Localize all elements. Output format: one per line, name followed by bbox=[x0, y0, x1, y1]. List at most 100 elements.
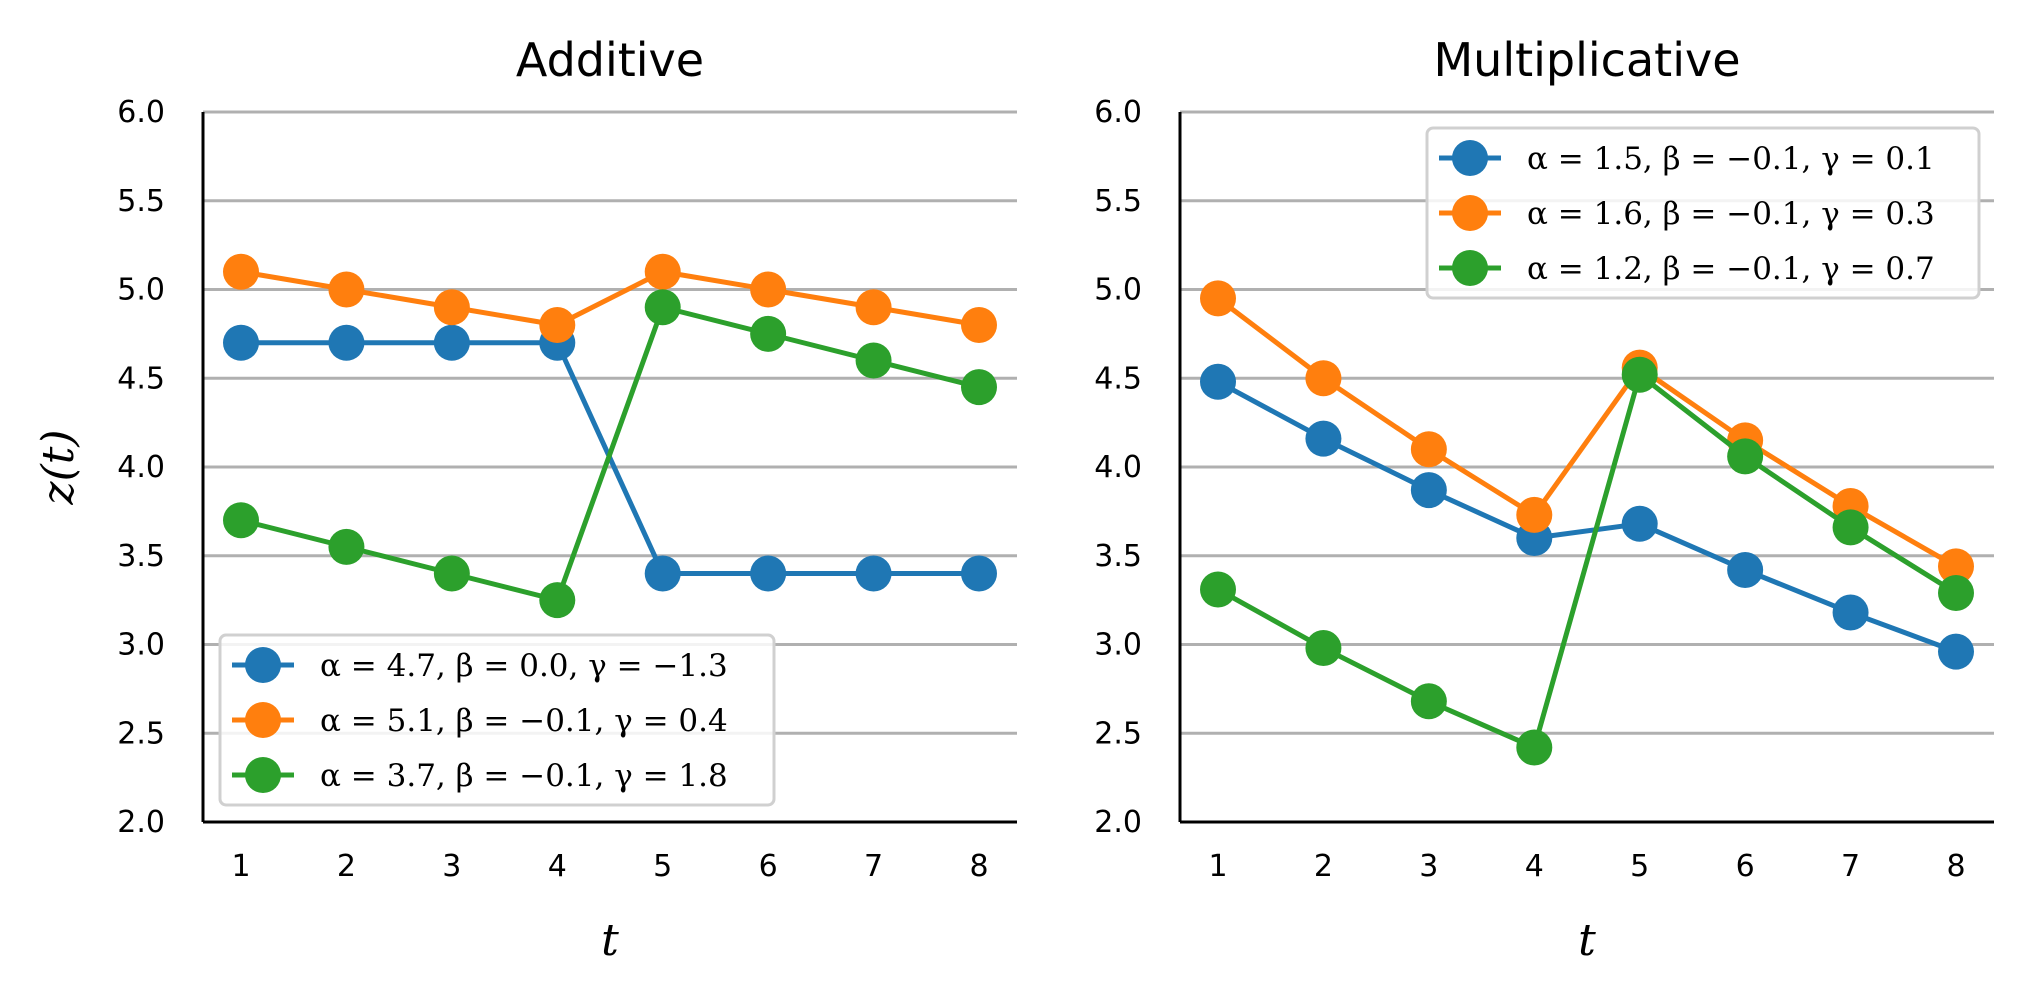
data-point bbox=[1200, 363, 1236, 400]
legend: α = 4.7, β = 0.0, γ = −1.3 α = 5.1, β = −… bbox=[218, 633, 776, 807]
data-point bbox=[1200, 571, 1236, 608]
series-2 bbox=[223, 253, 997, 343]
data-point bbox=[223, 324, 259, 361]
data-point bbox=[1516, 729, 1553, 766]
data-point bbox=[750, 271, 787, 308]
x-tick-label: 2 bbox=[1314, 849, 1333, 884]
data-point bbox=[961, 555, 997, 592]
y-tick-label: 2.5 bbox=[117, 716, 165, 751]
y-tick-label: 4.5 bbox=[117, 361, 165, 396]
data-point bbox=[1410, 431, 1447, 468]
legend-frame bbox=[218, 633, 776, 807]
legend-marker bbox=[1452, 250, 1488, 286]
data-point bbox=[750, 555, 787, 592]
y-tick-label: 3.5 bbox=[1094, 539, 1142, 574]
y-tick-label: 2.0 bbox=[117, 805, 165, 840]
legend-entry: α = 3.7, β = −0.1, γ = 1.8 bbox=[232, 757, 728, 794]
data-point bbox=[433, 289, 470, 326]
x-tick-label: 5 bbox=[1630, 849, 1649, 884]
y-tick-label: 5.5 bbox=[117, 184, 165, 219]
x-tick-label: 2 bbox=[337, 849, 356, 884]
y-tick-label: 6.0 bbox=[1094, 95, 1142, 130]
x-tick-label: 1 bbox=[231, 849, 250, 884]
legend-label: α = 1.6, β = −0.1, γ = 0.3 bbox=[1527, 196, 1935, 232]
data-point bbox=[539, 307, 576, 343]
data-point bbox=[961, 369, 997, 406]
chart-title: Additive bbox=[516, 33, 704, 87]
data-point bbox=[855, 555, 892, 592]
data-point bbox=[644, 555, 681, 592]
data-point bbox=[1200, 280, 1236, 317]
data-point bbox=[1832, 594, 1869, 631]
y-tick-label: 2.5 bbox=[1094, 716, 1142, 751]
legend-label: α = 4.7, β = 0.0, γ = −1.3 bbox=[320, 648, 728, 684]
series-line bbox=[1216, 296, 1958, 569]
x-tick-label: 6 bbox=[1736, 849, 1755, 884]
series-3 bbox=[1200, 356, 1974, 766]
x-tick-label: 8 bbox=[1946, 849, 1965, 884]
y-tick-label: 5.5 bbox=[1094, 184, 1142, 219]
y-tick-label: 2.0 bbox=[1094, 805, 1142, 840]
data-point bbox=[961, 307, 997, 343]
panel-1: 2.0 2.5 3.0 3.5 4.0 4.5 5.0 5.5 6.0 1 2 3 4 5 6 7 8 Addit… bbox=[33, 33, 1017, 966]
data-point bbox=[1727, 551, 1764, 588]
x-tick-label: 8 bbox=[969, 849, 988, 884]
y-tick-label: 4.5 bbox=[1094, 361, 1142, 396]
x-tick-label: 7 bbox=[1841, 849, 1860, 884]
series-line bbox=[240, 304, 980, 603]
y-tick-label: 6.0 bbox=[117, 95, 165, 130]
data-point bbox=[223, 253, 259, 290]
data-point bbox=[1938, 633, 1974, 670]
x-axis-label: t bbox=[1578, 915, 1596, 966]
data-point bbox=[1305, 360, 1342, 397]
data-point bbox=[328, 271, 365, 308]
data-point bbox=[644, 289, 681, 326]
data-point bbox=[1410, 683, 1447, 720]
series-3 bbox=[223, 289, 997, 619]
x-tick-label: 6 bbox=[759, 849, 778, 884]
data-point bbox=[1621, 356, 1658, 393]
data-point bbox=[855, 342, 892, 379]
y-tick-label: 5.0 bbox=[117, 273, 165, 308]
legend-marker bbox=[245, 647, 281, 683]
y-tick-label: 4.0 bbox=[117, 450, 165, 485]
chart-title: Multiplicative bbox=[1433, 33, 1740, 87]
panel-2: 2.0 2.5 3.0 3.5 4.0 4.5 5.0 5.5 6.0 1 2 3 4 5 6 7 8 Multi… bbox=[1094, 33, 1994, 966]
legend-marker bbox=[245, 702, 281, 738]
legend-entry: α = 1.2, β = −0.1, γ = 0.7 bbox=[1439, 250, 1935, 287]
data-point bbox=[223, 502, 259, 539]
legend-frame bbox=[1425, 126, 1981, 300]
x-tick-label: 1 bbox=[1208, 849, 1227, 884]
data-point bbox=[433, 555, 470, 592]
legend-entry: α = 5.1, β = −0.1, γ = 0.4 bbox=[232, 702, 728, 739]
data-point bbox=[1410, 472, 1447, 509]
legend-marker bbox=[1452, 195, 1488, 231]
x-tick-label: 4 bbox=[548, 849, 567, 884]
data-point bbox=[328, 324, 365, 361]
data-point bbox=[433, 324, 470, 361]
series-line bbox=[1216, 379, 1957, 654]
data-point bbox=[1938, 548, 1974, 585]
data-point bbox=[1621, 505, 1658, 542]
y-tick-label: 5.0 bbox=[1094, 273, 1142, 308]
legend-label: α = 3.7, β = −0.1, γ = 1.8 bbox=[320, 758, 728, 794]
y-axis-label: z(t) bbox=[33, 429, 84, 505]
series-1 bbox=[223, 324, 997, 592]
data-point bbox=[1727, 438, 1764, 475]
y-tick-label: 3.0 bbox=[1094, 628, 1142, 663]
data-point bbox=[1832, 509, 1869, 546]
legend-marker bbox=[1452, 140, 1488, 176]
legend: α = 1.5, β = −0.1, γ = 0.1 α = 1.6, β = −… bbox=[1425, 126, 1981, 300]
legend-label: α = 1.2, β = −0.1, γ = 0.7 bbox=[1527, 251, 1935, 287]
legend-marker bbox=[245, 757, 281, 793]
x-axis-label: t bbox=[601, 915, 619, 966]
series-1 bbox=[1200, 363, 1974, 670]
data-point bbox=[855, 289, 892, 326]
y-tick-label: 3.5 bbox=[117, 539, 165, 574]
y-tick-label: 4.0 bbox=[1094, 450, 1142, 485]
legend-label: α = 5.1, β = −0.1, γ = 0.4 bbox=[320, 703, 728, 739]
legend-entry: α = 1.6, β = −0.1, γ = 0.3 bbox=[1439, 195, 1935, 232]
x-tick-label: 3 bbox=[1419, 849, 1438, 884]
data-point bbox=[644, 253, 681, 290]
